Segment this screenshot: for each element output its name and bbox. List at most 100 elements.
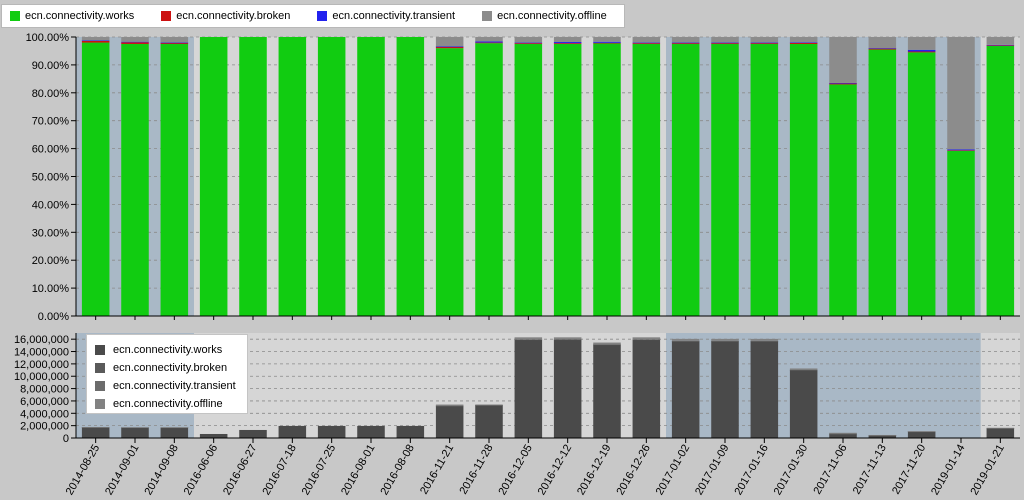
bar-segment-transient[interactable] xyxy=(435,46,464,48)
bar-segment-offline[interactable] xyxy=(81,426,110,428)
bar-segment-broken[interactable] xyxy=(593,42,621,44)
bar-segment-offline[interactable] xyxy=(632,37,661,43)
bar-segment-works[interactable] xyxy=(789,370,818,438)
bar-segment-offline[interactable] xyxy=(947,37,975,150)
bar-segment-transient[interactable] xyxy=(435,405,464,407)
bar-segment-works[interactable] xyxy=(81,42,110,317)
bar-segment-offline[interactable] xyxy=(750,37,779,43)
bar-segment-works[interactable] xyxy=(632,43,661,316)
bar-segment-broken[interactable] xyxy=(160,42,189,44)
bar-segment-broken[interactable] xyxy=(789,42,818,44)
bar-segment-offline[interactable] xyxy=(435,404,464,406)
bar-segment-transient[interactable] xyxy=(907,49,936,52)
bar-segment-broken[interactable] xyxy=(671,43,700,44)
bar-segment-offline[interactable] xyxy=(593,37,621,42)
bar-segment-transient[interactable] xyxy=(671,340,700,342)
bar-segment-offline[interactable] xyxy=(514,337,543,340)
bar-segment-works[interactable] xyxy=(396,37,425,316)
bar-segment-works[interactable] xyxy=(907,431,936,438)
bar-segment-transient[interactable] xyxy=(475,41,503,43)
bar-segment-works[interactable] xyxy=(750,341,779,438)
bar-segment-broken[interactable] xyxy=(829,83,857,85)
bar-segment-offline[interactable] xyxy=(435,37,464,47)
bar-segment-works[interactable] xyxy=(868,49,897,317)
bar-segment-transient[interactable] xyxy=(81,40,110,41)
legend-item-transient[interactable]: ecn.connectivity.transient xyxy=(317,10,455,22)
bar-segment-works[interactable] xyxy=(160,427,189,439)
bar-segment-works[interactable] xyxy=(278,425,307,438)
bar-segment-offline[interactable] xyxy=(514,37,543,43)
bar-segment-works[interactable] xyxy=(239,37,267,316)
bar-segment-transient[interactable] xyxy=(671,42,700,44)
bar-segment-broken[interactable] xyxy=(986,45,1015,46)
bar-segment-works[interactable] xyxy=(553,43,582,316)
bar-segment-works[interactable] xyxy=(278,37,307,316)
bar-segment-works[interactable] xyxy=(357,37,385,316)
bar-segment-offline[interactable] xyxy=(829,432,857,434)
bar-segment-offline[interactable] xyxy=(671,338,700,341)
bar-segment-works[interactable] xyxy=(435,48,464,316)
bar-segment-transient[interactable] xyxy=(514,339,543,340)
bar-segment-offline[interactable] xyxy=(711,338,739,341)
bar-segment-works[interactable] xyxy=(514,43,543,316)
bar-segment-broken[interactable] xyxy=(868,48,897,50)
bar-segment-transient[interactable] xyxy=(750,340,779,342)
legend-bottom-item-works[interactable]: ecn.connectivity.works xyxy=(95,341,247,359)
bar-segment-transient[interactable] xyxy=(907,431,936,433)
bar-segment-works[interactable] xyxy=(121,427,149,439)
bar-segment-transient[interactable] xyxy=(829,83,857,84)
bar-segment-broken[interactable] xyxy=(553,43,582,44)
bar-segment-transient[interactable] xyxy=(829,433,857,435)
bar-segment-works[interactable] xyxy=(750,43,779,316)
bar-segment-works[interactable] xyxy=(907,52,936,316)
bar-segment-works[interactable] xyxy=(986,428,1015,438)
bar-segment-offline[interactable] xyxy=(160,37,189,43)
bar-segment-offline[interactable] xyxy=(671,37,700,43)
bar-segment-transient[interactable] xyxy=(750,42,779,44)
bar-segment-offline[interactable] xyxy=(789,368,818,370)
bar-segment-offline[interactable] xyxy=(553,37,582,43)
bar-segment-offline[interactable] xyxy=(986,37,1015,45)
bar-segment-offline[interactable] xyxy=(81,37,110,41)
legend-item-offline[interactable]: ecn.connectivity.offline xyxy=(482,10,607,22)
bar-segment-transient[interactable] xyxy=(121,41,149,43)
bar-segment-works[interactable] xyxy=(239,429,267,438)
bar-segment-offline[interactable] xyxy=(593,342,621,345)
bar-segment-offline[interactable] xyxy=(986,427,1015,429)
bar-segment-transient[interactable] xyxy=(593,41,621,43)
bar-segment-offline[interactable] xyxy=(553,337,582,340)
bar-segment-broken[interactable] xyxy=(81,40,110,43)
bar-segment-broken[interactable] xyxy=(711,43,739,44)
bar-segment-transient[interactable] xyxy=(711,340,739,342)
bar-segment-broken[interactable] xyxy=(632,43,661,44)
bar-segment-broken[interactable] xyxy=(907,51,936,53)
bar-segment-transient[interactable] xyxy=(632,42,661,44)
bar-segment-offline[interactable] xyxy=(789,37,818,43)
bar-segment-works[interactable] xyxy=(199,37,228,316)
legend-bottom-item-offline[interactable]: ecn.connectivity.offline xyxy=(95,395,247,413)
legend-item-broken[interactable]: ecn.connectivity.broken xyxy=(161,10,290,22)
bar-segment-transient[interactable] xyxy=(160,42,189,44)
bar-segment-transient[interactable] xyxy=(593,344,621,345)
bar-segment-offline[interactable] xyxy=(868,434,897,436)
bar-segment-works[interactable] xyxy=(593,43,621,317)
bar-segment-offline[interactable] xyxy=(475,37,503,42)
bar-segment-offline[interactable] xyxy=(121,427,149,428)
bar-segment-offline[interactable] xyxy=(907,37,936,50)
bar-segment-works[interactable] xyxy=(671,341,700,438)
bar-segment-works[interactable] xyxy=(475,405,503,438)
bar-segment-transient[interactable] xyxy=(553,42,582,44)
bar-segment-transient[interactable] xyxy=(553,339,582,340)
bar-segment-offline[interactable] xyxy=(907,431,936,432)
bar-segment-transient[interactable] xyxy=(947,149,975,151)
bar-segment-offline[interactable] xyxy=(160,427,189,428)
bar-segment-works[interactable] xyxy=(711,341,739,438)
bar-segment-works[interactable] xyxy=(475,43,503,316)
bar-segment-works[interactable] xyxy=(947,150,975,316)
bar-segment-works[interactable] xyxy=(789,43,818,316)
bar-segment-offline[interactable] xyxy=(475,404,503,406)
bar-segment-works[interactable] xyxy=(160,43,189,316)
bar-segment-broken[interactable] xyxy=(121,42,149,44)
bar-segment-works[interactable] xyxy=(396,425,425,438)
bar-segment-broken[interactable] xyxy=(593,344,621,346)
